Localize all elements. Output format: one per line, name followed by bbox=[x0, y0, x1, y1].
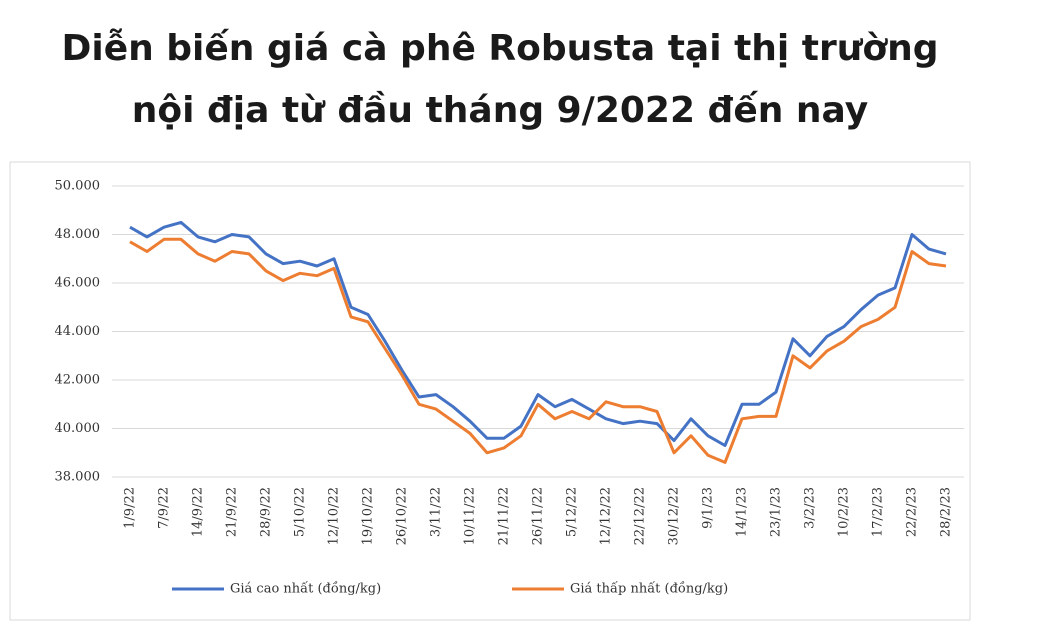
x-tick-label: 26/11/22 bbox=[531, 487, 546, 545]
x-tick-label: 7/9/22 bbox=[157, 487, 172, 529]
y-tick-label: 40.000 bbox=[55, 421, 101, 436]
x-tick-label: 10/2/23 bbox=[837, 487, 852, 537]
legend-label: Giá thấp nhất (đồng/kg) bbox=[570, 581, 728, 597]
chart-frame bbox=[9, 161, 971, 621]
x-tick-label: 23/1/23 bbox=[769, 487, 784, 537]
x-tick-label: 5/10/22 bbox=[293, 487, 308, 537]
x-tick-label: 17/2/23 bbox=[871, 487, 886, 537]
x-tick-label: 14/9/22 bbox=[191, 487, 206, 537]
x-tick-label: 22/2/23 bbox=[905, 487, 920, 537]
x-tick-label: 28/2/23 bbox=[939, 487, 954, 537]
x-tick-label: 1/9/22 bbox=[123, 487, 138, 529]
x-tick-label: 26/10/22 bbox=[395, 487, 410, 545]
x-tick-label: 12/10/22 bbox=[327, 487, 342, 545]
x-tick-label: 3/2/23 bbox=[803, 487, 818, 529]
y-tick-label: 50.000 bbox=[55, 179, 101, 194]
x-tick-label: 3/11/22 bbox=[429, 487, 444, 537]
legend-label: Giá cao nhất (đồng/kg) bbox=[230, 581, 381, 597]
x-tick-label: 28/9/22 bbox=[259, 487, 274, 537]
y-tick-label: 38.000 bbox=[55, 470, 101, 485]
x-tick-label: 21/9/22 bbox=[225, 487, 240, 537]
title-line: Diễn biến giá cà phê Robusta tại thị trư… bbox=[61, 28, 939, 69]
x-tick-label: 5/12/22 bbox=[565, 487, 580, 537]
x-tick-label: 12/12/22 bbox=[599, 487, 614, 545]
chart-title: Diễn biến giá cà phê Robusta tại thị trư… bbox=[0, 18, 1000, 142]
y-tick-label: 42.000 bbox=[55, 373, 101, 388]
title-line: nội địa từ đầu tháng 9/2022 đến nay bbox=[131, 90, 869, 131]
x-tick-label: 9/1/23 bbox=[701, 487, 716, 529]
x-tick-label: 19/10/22 bbox=[361, 487, 376, 545]
series-line bbox=[129, 220, 947, 447]
series-line bbox=[129, 237, 947, 464]
x-tick-label: 10/11/22 bbox=[463, 487, 478, 545]
x-tick-label: 22/12/22 bbox=[633, 487, 648, 545]
x-tick-label: 14/1/23 bbox=[735, 487, 750, 537]
x-tick-label: 21/11/22 bbox=[497, 487, 512, 545]
y-tick-label: 46.000 bbox=[55, 276, 101, 291]
y-tick-label: 48.000 bbox=[55, 227, 101, 242]
y-tick-label: 44.000 bbox=[55, 324, 101, 339]
x-tick-label: 30/12/22 bbox=[667, 487, 682, 545]
